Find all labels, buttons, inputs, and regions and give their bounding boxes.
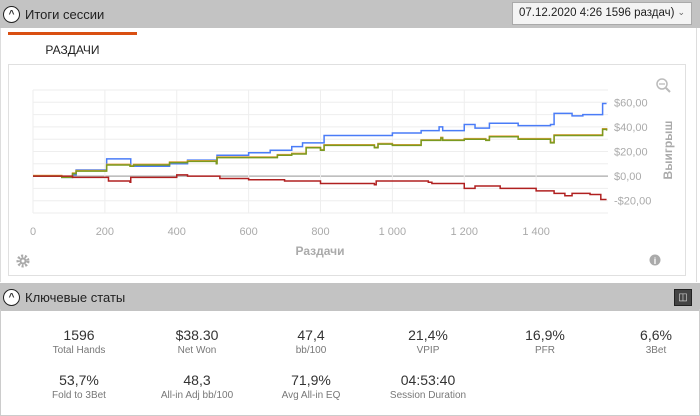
y-tick-label: $40,00 xyxy=(614,122,648,134)
session-selector[interactable]: 07.12.2020 4:26 1596 раздач) ⌄ xyxy=(512,2,692,25)
collapse-stats-button[interactable]: ^ xyxy=(3,288,20,306)
zoom-icon[interactable] xyxy=(656,78,671,93)
x-tick-label: 400 xyxy=(168,226,186,238)
stat-label: 3Bet xyxy=(645,345,667,356)
stat-label: PFR xyxy=(535,345,555,356)
x-tick-label: 1 200 xyxy=(450,226,478,238)
stat-vpip: 21,4% VPIP xyxy=(373,327,483,356)
key-stats-grid: 1596 Total Hands $38.30 Net Won 47,4 bb/100 21… xyxy=(0,309,700,416)
stat-value: 53,7% xyxy=(59,372,99,388)
x-axis-label: Раздачи xyxy=(296,244,345,258)
layout-toggle-button[interactable]: ◫ xyxy=(674,289,692,306)
stat-label: bb/100 xyxy=(295,345,327,356)
y-tick-label: -$20,00 xyxy=(614,196,651,208)
y-tick-label: $0,00 xyxy=(614,171,642,183)
session-header: ^ Итоги сессии 07.12.2020 4:26 1596 разд… xyxy=(0,0,700,28)
stat-label: Net Won xyxy=(177,345,217,356)
stat-label: All-in Adj bb/100 xyxy=(160,390,234,401)
info-icon[interactable]: i xyxy=(649,254,661,267)
tab-hands[interactable]: РАЗДАЧИ xyxy=(8,32,137,65)
stat-all-in-adj-bb-100: 48,3 All-in Adj bb/100 xyxy=(142,372,252,401)
stat-value: 16,9% xyxy=(525,327,565,343)
stat-3bet: 6,6% 3Bet xyxy=(601,327,700,356)
series-line-red xyxy=(33,174,607,201)
collapse-session-button[interactable]: ^ xyxy=(3,5,20,23)
x-tick-label: 800 xyxy=(311,226,329,238)
stat-value: 21,4% xyxy=(408,327,448,343)
stat-fold-to-3bet: 53,7% Fold to 3Bet xyxy=(24,372,134,401)
chart-panel xyxy=(8,64,686,276)
series-line-blue xyxy=(33,102,607,179)
series-line-green xyxy=(33,128,608,179)
series-line-orange xyxy=(33,127,608,178)
stat-label: VPIP xyxy=(416,345,440,356)
stat-value: 47,4 xyxy=(297,327,325,343)
stat-label: Avg All-in EQ xyxy=(281,390,341,401)
stat-bb-100: 47,4 bb/100 xyxy=(256,327,366,356)
stat-pfr: 16,9% PFR xyxy=(490,327,600,356)
gear-icon[interactable] xyxy=(16,254,30,268)
stat-value: 48,3 xyxy=(183,372,211,388)
y-axis-label: Выигрыш xyxy=(661,121,675,180)
stat-value: 6,6% xyxy=(640,327,672,343)
stat-value: 71,9% xyxy=(291,372,331,388)
stat-value: 04:53:40 xyxy=(400,372,456,388)
svg-text:i: i xyxy=(654,256,657,266)
stat-label: Fold to 3Bet xyxy=(52,390,106,401)
stat-net-won: $38.30 Net Won xyxy=(142,327,252,356)
stat-total-hands: 1596 Total Hands xyxy=(24,327,134,356)
key-stats-title: Ключевые статы xyxy=(25,289,126,305)
y-tick-label: $20,00 xyxy=(614,147,648,159)
stat-value: 1596 xyxy=(63,327,95,343)
session-title: Итоги сессии xyxy=(25,6,105,22)
x-tick-label: 600 xyxy=(239,226,257,238)
x-tick-label: 0 xyxy=(30,226,36,238)
stat-label: Session Duration xyxy=(389,390,467,401)
stat-value: $38.30 xyxy=(175,327,219,343)
x-tick-label: 200 xyxy=(96,226,114,238)
y-tick-label: $60,00 xyxy=(614,97,648,109)
stat-avg-all-in-eq: 71,9% Avg All-in EQ xyxy=(256,372,366,401)
stat-label: Total Hands xyxy=(52,345,106,356)
key-stats-header: ^ Ключевые статы ◫ xyxy=(0,283,700,311)
winnings-chart: 0 200 400 600 800 1 000 1 200 1 400 -$20,00 $0,0… xyxy=(16,78,675,268)
session-selector-value: 07.12.2020 4:26 1596 раздач) xyxy=(519,7,675,19)
chevron-down-icon: ⌄ xyxy=(677,7,685,17)
stat-session-duration: 04:53:40 Session Duration xyxy=(373,372,483,401)
session-body xyxy=(0,28,697,282)
x-tick-label: 1 000 xyxy=(379,226,407,238)
x-tick-label: 1 400 xyxy=(522,226,550,238)
